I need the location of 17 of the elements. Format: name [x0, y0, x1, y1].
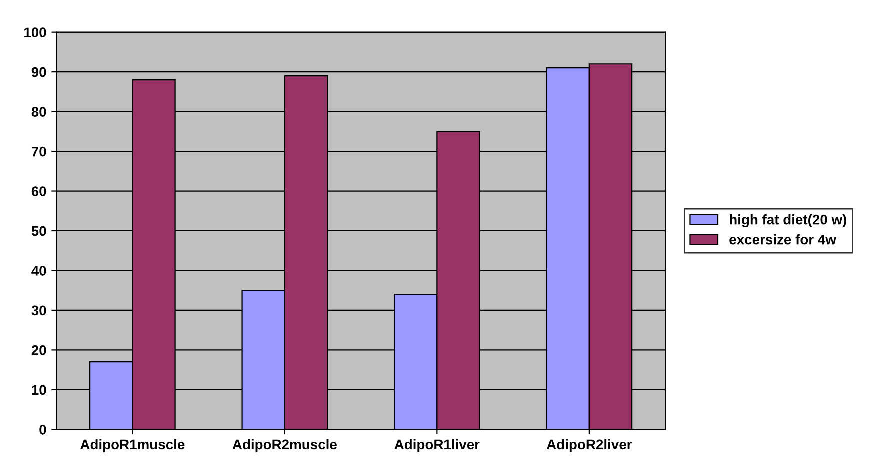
y-tick-label: 100 [24, 28, 46, 38]
y-tick-label: 70 [32, 146, 46, 157]
x-tick-label: AdipoR2muscle [232, 439, 337, 452]
y-tick-label: 80 [32, 107, 46, 117]
y-tick-label: 0 [40, 424, 46, 435]
y-tick-label: 30 [32, 306, 46, 316]
y-tick-label: 40 [32, 266, 46, 276]
legend-label: excersize for 4w [730, 234, 836, 245]
x-tick-label: AdipoR1muscle [80, 439, 185, 452]
legend-label: high fat diet(20 w) [730, 214, 846, 228]
y-tick-label: 60 [32, 186, 46, 196]
x-tick-label: AdipoR1liver [394, 439, 480, 452]
y-tick-label: 50 [32, 226, 46, 236]
y-tick-label: 90 [32, 67, 46, 78]
y-tick-label: 10 [32, 385, 46, 396]
x-tick-label: AdipoR2liver [546, 439, 632, 452]
y-tick-label: 20 [32, 346, 46, 356]
